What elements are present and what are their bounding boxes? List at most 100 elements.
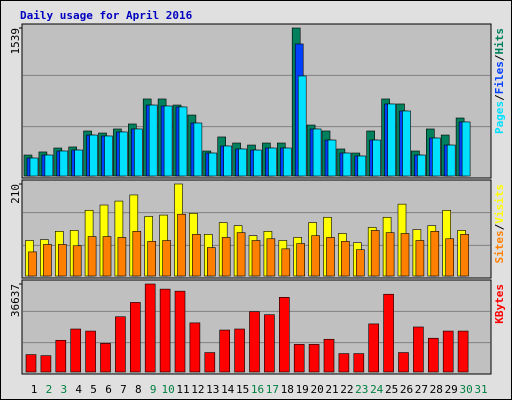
bar <box>372 139 382 177</box>
legend-separator: / <box>493 54 506 61</box>
bar <box>177 213 186 277</box>
bar <box>207 247 216 277</box>
legend-entry: KBytes <box>493 284 506 324</box>
bar <box>264 314 275 373</box>
bar <box>383 293 394 373</box>
bar <box>281 248 291 277</box>
chart-title: Daily usage for April 2016 <box>20 9 193 22</box>
bar <box>427 337 439 373</box>
bar <box>40 355 52 373</box>
legend-entry: Files <box>493 61 506 94</box>
bar <box>415 240 425 277</box>
bar <box>44 154 54 177</box>
x-tick-label: 12 <box>191 383 204 396</box>
bar <box>238 148 247 177</box>
bar <box>219 329 230 373</box>
legend-entry: Hits <box>493 28 506 55</box>
bar <box>87 236 97 277</box>
x-tick-label: 2 <box>46 383 53 396</box>
bar <box>282 147 292 177</box>
x-tick-label: 29 <box>445 383 458 396</box>
bar <box>296 243 306 277</box>
bar <box>236 232 246 277</box>
x-tick-label: 5 <box>90 383 97 396</box>
x-tick-label: 14 <box>221 383 235 396</box>
legend: Pages/Files/Hits <box>493 28 506 134</box>
bar <box>130 302 141 373</box>
legend: Sites/Visits <box>493 184 506 264</box>
bar <box>278 297 290 373</box>
bar <box>100 343 111 373</box>
bar <box>457 330 469 373</box>
x-tick-label: 11 <box>176 383 189 396</box>
x-tick-label: 10 <box>161 383 174 396</box>
bar <box>74 149 83 177</box>
legend-separator: / <box>493 94 506 101</box>
bar <box>357 155 367 177</box>
bar <box>148 104 158 177</box>
bar <box>162 240 171 277</box>
bar <box>144 283 156 373</box>
x-tick-label: 18 <box>281 383 294 396</box>
x-tick-label: 7 <box>120 383 127 396</box>
x-tick-label: 16 <box>251 383 264 396</box>
bar <box>28 251 37 277</box>
bar <box>147 241 156 277</box>
bar <box>163 105 173 177</box>
x-tick-label: 27 <box>415 383 428 396</box>
x-tick-label: 9 <box>150 383 157 396</box>
y-tick-label: 1539 <box>9 28 22 55</box>
bar <box>398 352 409 373</box>
x-tick-label: 8 <box>135 383 142 396</box>
bar <box>312 128 322 177</box>
legend: KBytes <box>493 284 506 324</box>
bar <box>353 353 365 373</box>
bar <box>72 245 82 277</box>
x-tick-label: 25 <box>385 383 398 396</box>
bar <box>70 328 81 373</box>
bar <box>268 147 277 177</box>
bar <box>55 339 67 373</box>
bar <box>25 354 37 373</box>
bar <box>102 236 112 277</box>
bar <box>89 134 98 177</box>
bar <box>385 232 395 277</box>
x-tick-label: 31 <box>474 383 487 396</box>
bar <box>29 157 39 177</box>
bar <box>323 338 335 373</box>
bar <box>445 238 455 277</box>
bar <box>193 122 203 177</box>
bar <box>461 121 471 177</box>
bar <box>204 352 216 373</box>
x-tick-label: 26 <box>400 383 413 396</box>
x-tick-label: 20 <box>310 383 323 396</box>
bar <box>400 233 410 277</box>
x-tick-label: 28 <box>430 383 443 396</box>
bar <box>208 152 218 177</box>
bar <box>413 326 424 373</box>
x-tick-label: 6 <box>105 383 112 396</box>
bar <box>311 235 320 277</box>
bar <box>338 353 350 373</box>
bar <box>249 311 260 373</box>
bar <box>59 150 69 177</box>
y-tick-label: 36637 <box>9 284 22 317</box>
bar <box>253 149 262 177</box>
bar <box>387 103 396 177</box>
bar <box>192 234 201 277</box>
x-tick-label: 24 <box>370 383 384 396</box>
bar <box>117 237 127 277</box>
x-tick-label: 17 <box>266 383 279 396</box>
bar <box>104 135 113 177</box>
bar <box>266 238 276 277</box>
bar <box>189 322 201 373</box>
bar <box>174 290 186 373</box>
bar <box>57 244 67 277</box>
x-tick-label: 21 <box>325 383 338 396</box>
bar <box>342 152 352 177</box>
bar <box>297 75 307 177</box>
x-tick-label: 22 <box>340 383 353 396</box>
bar <box>251 240 261 277</box>
